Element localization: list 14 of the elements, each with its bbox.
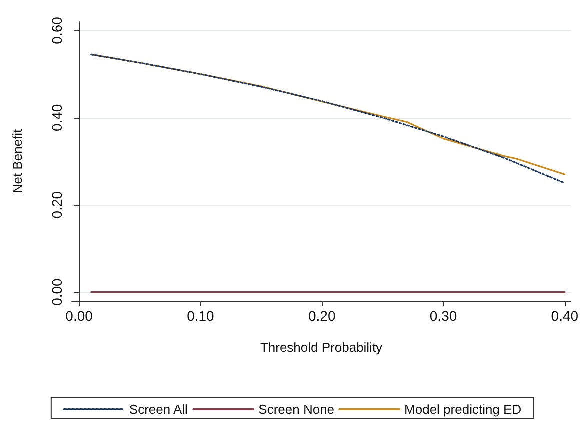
- x-tick-label: 0.30: [430, 308, 458, 324]
- legend-label: Screen All: [129, 402, 188, 417]
- y-tick-label: 0.00: [49, 278, 65, 306]
- y-axis-title: Net Benefit: [10, 128, 25, 194]
- x-tick-label: 0.20: [308, 308, 336, 324]
- legend-label: Screen None: [258, 402, 335, 417]
- x-tick-label: 0.40: [551, 308, 579, 324]
- y-tick-label: 0.40: [49, 104, 65, 132]
- x-axis-title: Threshold Probability: [260, 340, 384, 355]
- y-tick-label: 0.20: [49, 191, 65, 219]
- legend-label: Model predicting ED: [404, 402, 522, 417]
- x-tick-label: 0.10: [187, 308, 215, 324]
- x-tick-label: 0.00: [66, 308, 94, 324]
- y-tick-label: 0.60: [49, 16, 65, 44]
